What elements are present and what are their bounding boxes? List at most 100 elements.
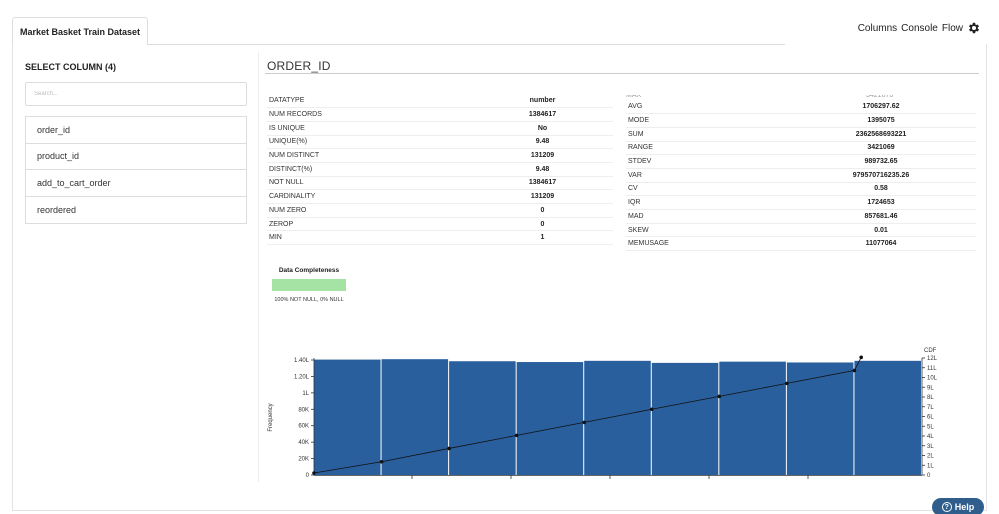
cdf-point <box>785 381 789 386</box>
column-item-product-id[interactable]: product_id <box>26 144 246 170</box>
histogram-bar <box>381 359 449 475</box>
stat-value: number <box>472 94 613 109</box>
flow-link[interactable]: Flow <box>941 22 963 34</box>
y-tick-label: 40K <box>298 440 309 446</box>
main-panel <box>12 44 987 511</box>
stat-key: CARDINALITY <box>267 189 472 204</box>
stat-key: VAR <box>626 168 786 183</box>
y2-axis-label: CDF <box>924 348 937 354</box>
column-search-input[interactable] <box>25 82 247 106</box>
y-tick-label: 80K <box>298 407 309 413</box>
stat-row: ZEROP 0 <box>267 217 613 232</box>
cdf-point <box>447 446 451 451</box>
question-circle-icon: ? <box>941 502 952 512</box>
stat-row: CARDINALITY 131209 <box>267 189 613 204</box>
stat-value: 1706297.62 <box>786 100 976 115</box>
stat-key: IS UNIQUE <box>267 121 472 136</box>
panel-divider <box>258 52 259 482</box>
gear-icon[interactable] <box>967 21 981 35</box>
completeness-caption: 100% NOT NULL, 0% NULL <box>274 297 344 303</box>
y2-tick-label: 2L <box>927 454 934 460</box>
cdf-point <box>852 368 857 373</box>
stat-row: DATATYPE number <box>267 94 613 109</box>
stat-value: 11077064 <box>786 236 976 252</box>
stat-row: IS UNIQUE No <box>267 121 613 136</box>
stat-value: 1 <box>472 230 613 246</box>
stat-row: MIN 1 <box>267 230 613 246</box>
stat-row: MEMUSAGE 11077064 <box>626 236 976 252</box>
cdf-point <box>379 459 384 464</box>
help-label: Help <box>954 502 975 512</box>
stat-value: No <box>472 121 613 136</box>
histogram-bar <box>449 361 516 475</box>
stat-key: NUM RECORDS <box>267 107 472 122</box>
stat-key: AVG <box>626 100 786 115</box>
stat-value: 979570716235.26 <box>786 168 976 183</box>
column-heading: ORDER_ID <box>267 59 331 73</box>
stat-value: 1384617 <box>472 107 613 122</box>
stat-value: 9.48 <box>472 162 613 177</box>
completeness-title: Data Completeness <box>278 267 340 274</box>
stat-value: 1384617 <box>472 176 613 191</box>
stat-row: SKEW 0.01 <box>626 223 976 238</box>
column-list: order_id product_id add_to_cart_order re… <box>25 116 247 224</box>
stat-key: DISTINCT(%) <box>267 162 472 177</box>
cdf-point <box>582 420 587 425</box>
y2-tick-label: 9L <box>927 385 934 391</box>
stat-row: AVG 1706297.62 <box>626 100 976 115</box>
stat-partial-key: MAX <box>626 95 642 99</box>
histogram-bar <box>854 360 921 475</box>
stats-table-left: DATATYPE number NUM RECORDS 1384617 IS UNIQU… <box>267 94 613 246</box>
stat-key: MIN <box>267 230 472 246</box>
stat-value: 0.58 <box>786 182 976 197</box>
stat-value: 131209 <box>472 189 613 204</box>
stat-key: UNIQUE(%) <box>267 135 472 150</box>
stats-table-right: AVG 1706297.62 MODE 1395075 SUM 2362568693221… <box>626 100 976 252</box>
stat-key: CV <box>626 182 786 197</box>
stat-key: RANGE <box>626 141 786 156</box>
stat-value: 2362568693221 <box>786 127 976 142</box>
cdf-point <box>859 355 863 360</box>
stat-row: UNIQUE(%) 9.48 <box>267 135 613 150</box>
stat-value: 1724653 <box>786 195 976 210</box>
stat-row: NUM RECORDS 1384617 <box>267 107 613 122</box>
y-tick-label: 1L <box>302 391 309 397</box>
stat-value: 0 <box>472 203 613 218</box>
y2-tick-label: 7L <box>927 405 934 411</box>
stat-row: STDEV 989732.65 <box>626 154 976 169</box>
y2-tick-label: 12L <box>927 356 938 362</box>
y2-tick-label: 0 <box>927 473 931 479</box>
y-tick-label: 60K <box>298 424 309 430</box>
stat-key: NOT NULL <box>267 176 472 191</box>
stats-scroll-clip: MAX 3421070 <box>620 95 980 100</box>
histogram-bar <box>584 360 651 475</box>
y2-tick-label: 11L <box>927 366 937 372</box>
y2-tick-label: 4L <box>927 434 934 440</box>
tab-divider <box>148 44 785 45</box>
cdf-point <box>514 433 519 438</box>
cdf-point <box>312 471 316 475</box>
column-item-order-id[interactable]: order_id <box>26 117 246 144</box>
dataset-tab[interactable]: Market Basket Train Dataset <box>12 17 148 45</box>
stat-key: SUM <box>626 127 786 142</box>
stat-value: 0.01 <box>786 223 976 238</box>
stat-key: MAD <box>626 209 786 224</box>
stat-value: 9.48 <box>472 135 613 150</box>
help-button[interactable]: ? Help <box>932 498 984 514</box>
stat-key: ZEROP <box>267 217 472 232</box>
column-item-add-to-cart-order[interactable]: add_to_cart_order <box>26 170 246 197</box>
histogram-bar <box>719 361 786 475</box>
column-item-reordered[interactable]: reordered <box>37 204 77 215</box>
stat-row: SUM 2362568693221 <box>626 127 976 142</box>
histogram-bar <box>516 362 584 475</box>
heading-divider <box>265 73 979 74</box>
y-tick-label: 1.20L <box>294 374 310 380</box>
stat-row: NUM ZERO 0 <box>267 203 613 218</box>
console-link[interactable]: Console <box>901 22 938 34</box>
stat-row: MODE 1395075 <box>626 113 976 128</box>
columns-link[interactable]: Columns <box>857 22 898 34</box>
stat-value: 1395075 <box>786 113 976 128</box>
stat-value: 857681.46 <box>786 209 976 224</box>
stat-row: CV 0.58 <box>626 182 976 197</box>
completeness-bar <box>272 279 346 291</box>
